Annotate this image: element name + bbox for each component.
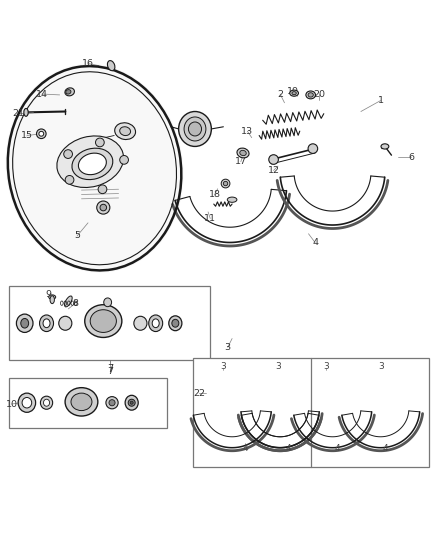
Ellipse shape xyxy=(125,395,138,410)
Text: 16: 16 xyxy=(82,59,94,68)
Ellipse shape xyxy=(50,296,54,304)
Text: 4: 4 xyxy=(382,444,388,453)
Ellipse shape xyxy=(65,88,74,96)
Ellipse shape xyxy=(120,127,131,135)
Ellipse shape xyxy=(269,155,279,164)
Text: 1: 1 xyxy=(378,96,384,105)
Ellipse shape xyxy=(221,179,230,188)
Ellipse shape xyxy=(120,156,128,164)
Ellipse shape xyxy=(85,305,122,337)
Ellipse shape xyxy=(43,319,50,328)
Ellipse shape xyxy=(109,400,115,406)
Ellipse shape xyxy=(223,181,228,185)
Ellipse shape xyxy=(40,396,53,409)
Text: 14: 14 xyxy=(36,90,48,99)
Text: 17: 17 xyxy=(235,157,247,166)
Ellipse shape xyxy=(64,296,72,307)
Ellipse shape xyxy=(184,117,206,141)
Bar xyxy=(10,286,210,360)
Bar xyxy=(193,358,428,467)
Ellipse shape xyxy=(128,399,135,406)
Bar xyxy=(10,378,166,428)
Ellipse shape xyxy=(6,64,184,272)
Text: 13: 13 xyxy=(241,127,254,136)
Ellipse shape xyxy=(104,298,112,306)
Ellipse shape xyxy=(59,316,72,330)
Ellipse shape xyxy=(149,315,162,332)
Ellipse shape xyxy=(115,123,135,140)
Ellipse shape xyxy=(18,393,35,413)
Text: 22: 22 xyxy=(193,389,205,398)
Text: 3: 3 xyxy=(275,361,281,370)
Text: 20: 20 xyxy=(314,90,325,99)
Ellipse shape xyxy=(24,108,28,116)
Text: 21: 21 xyxy=(12,109,24,118)
Ellipse shape xyxy=(22,398,32,408)
Text: 6: 6 xyxy=(408,153,414,162)
Ellipse shape xyxy=(98,185,107,193)
Text: 4: 4 xyxy=(312,238,318,247)
Ellipse shape xyxy=(49,295,56,299)
Ellipse shape xyxy=(240,150,246,156)
Ellipse shape xyxy=(16,314,33,333)
Text: 3: 3 xyxy=(225,343,231,352)
Ellipse shape xyxy=(134,316,147,330)
Text: 10: 10 xyxy=(6,400,18,408)
Ellipse shape xyxy=(188,122,201,136)
Text: 15: 15 xyxy=(21,131,33,140)
Ellipse shape xyxy=(106,397,118,409)
Text: 5: 5 xyxy=(74,231,80,240)
Ellipse shape xyxy=(179,111,212,147)
Ellipse shape xyxy=(43,399,49,406)
Text: 4: 4 xyxy=(286,444,292,453)
Text: 3: 3 xyxy=(220,361,226,370)
Ellipse shape xyxy=(227,197,237,203)
Ellipse shape xyxy=(237,148,249,158)
Ellipse shape xyxy=(71,393,92,410)
Ellipse shape xyxy=(308,93,313,97)
Text: 3: 3 xyxy=(323,361,329,370)
Text: 4: 4 xyxy=(242,444,248,453)
Ellipse shape xyxy=(130,401,133,404)
Ellipse shape xyxy=(21,318,28,328)
Ellipse shape xyxy=(39,131,44,136)
Ellipse shape xyxy=(290,90,298,96)
Text: 7: 7 xyxy=(107,364,113,374)
Ellipse shape xyxy=(78,153,106,175)
Text: 19: 19 xyxy=(287,87,299,96)
Ellipse shape xyxy=(97,201,110,214)
Text: 11: 11 xyxy=(204,214,216,223)
Ellipse shape xyxy=(65,387,98,416)
Ellipse shape xyxy=(39,315,53,332)
Ellipse shape xyxy=(100,204,106,211)
Ellipse shape xyxy=(36,129,46,139)
Text: 7: 7 xyxy=(107,367,113,376)
Text: 12: 12 xyxy=(268,166,279,175)
Ellipse shape xyxy=(381,144,389,149)
Ellipse shape xyxy=(90,310,117,333)
Ellipse shape xyxy=(64,150,72,158)
Text: 18: 18 xyxy=(208,190,221,199)
Ellipse shape xyxy=(292,92,296,95)
Text: 9: 9 xyxy=(46,290,52,300)
Ellipse shape xyxy=(72,148,113,180)
Ellipse shape xyxy=(107,61,115,71)
Ellipse shape xyxy=(66,90,71,94)
Ellipse shape xyxy=(152,319,159,328)
Text: 4: 4 xyxy=(334,444,340,453)
Ellipse shape xyxy=(57,136,124,188)
Text: 3: 3 xyxy=(378,361,384,370)
Ellipse shape xyxy=(65,175,74,184)
Ellipse shape xyxy=(172,319,179,327)
Ellipse shape xyxy=(95,138,104,147)
Ellipse shape xyxy=(306,91,315,99)
Text: 2: 2 xyxy=(277,90,283,99)
Text: 8: 8 xyxy=(72,299,78,308)
Ellipse shape xyxy=(169,316,182,330)
Ellipse shape xyxy=(308,144,318,154)
